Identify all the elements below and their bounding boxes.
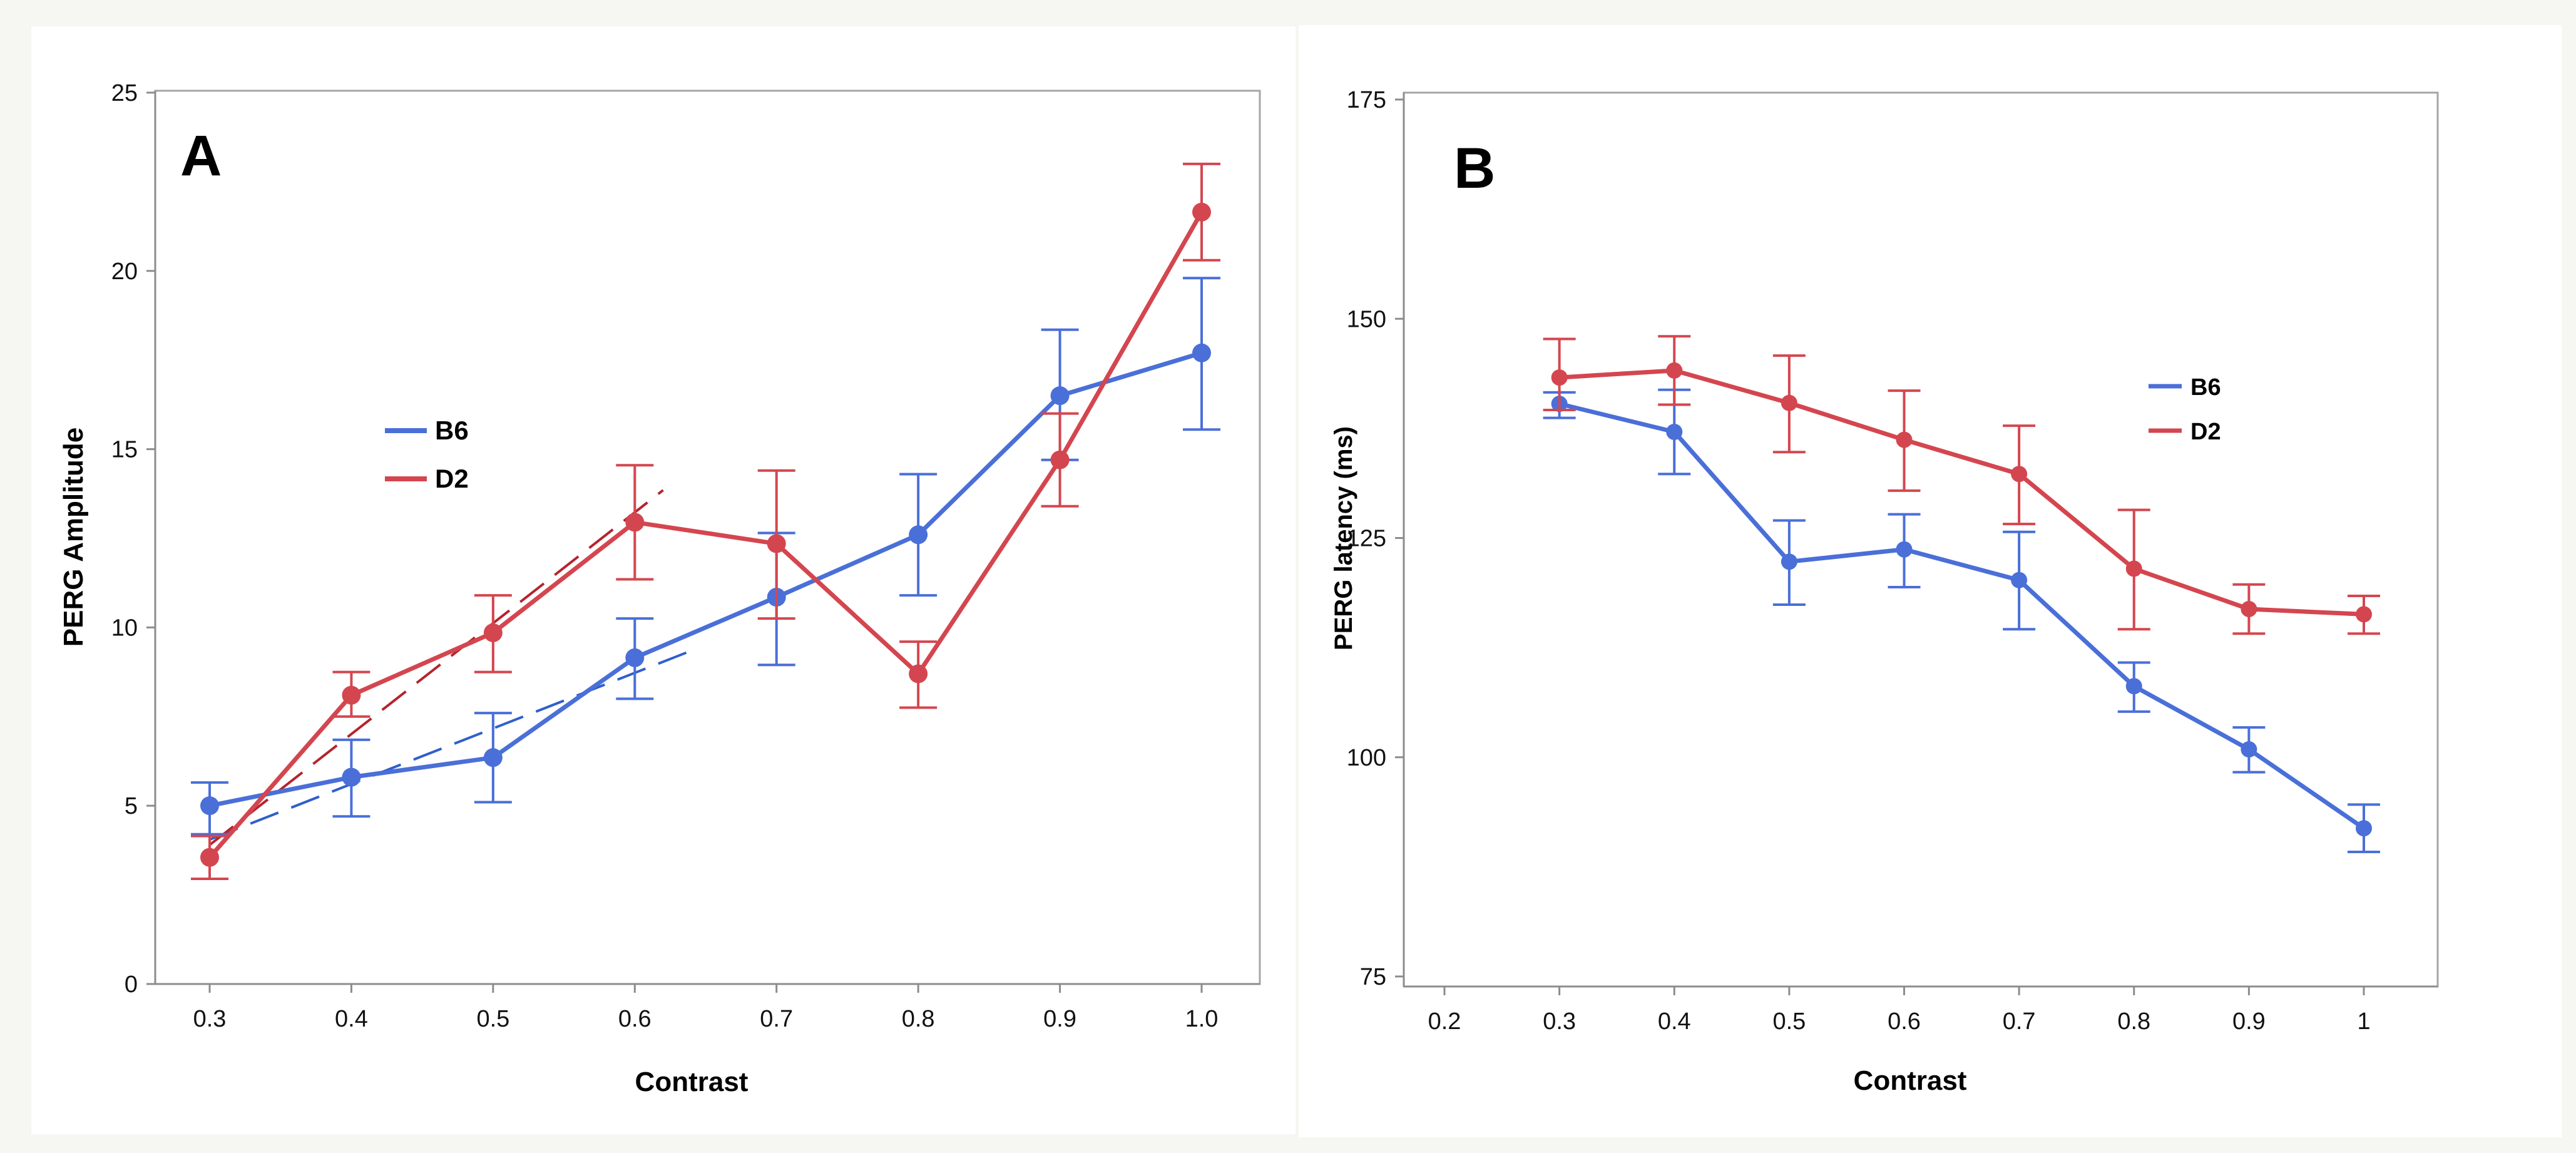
panel-b-point-d2 [1781, 394, 1797, 411]
panel-a-x-tick-label: 0.8 [902, 1006, 935, 1032]
panel-a-line-d2 [208, 211, 1204, 859]
panel-a-y-tick-label: 0 [125, 971, 138, 998]
panel-b-x-ticks: 0.2 0.3 0.4 0.5 0.6 0.7 0.8 0.9 1 [1428, 986, 2371, 1035]
panel-a-point-b6 [342, 767, 361, 787]
panel-a-legend-label-b6: B6 [435, 416, 469, 445]
panel-a-point-b6 [1050, 386, 1070, 406]
panel-b-x-tick-label: 0.8 [2117, 1008, 2150, 1035]
panel-b-y-tick-label: 75 [1360, 964, 1386, 990]
panel-a-y-tick-label: 15 [111, 437, 138, 463]
panel-b-point-d2 [2125, 560, 2142, 577]
panel-a-point-d2 [342, 685, 361, 705]
panel-b-point-b6 [1896, 541, 1913, 558]
panel-b-letter: B [1454, 136, 1495, 200]
panel-a-y-axis-title: PERG Amplitude [58, 428, 89, 647]
panel-a-y-ticks: 0 5 10 15 20 25 [111, 80, 155, 998]
panel-a: A 0 5 10 15 20 25 0.3 0.4 0.5 0.6 0.7 0.8 0.9 1.0 Co… [31, 26, 1296, 1134]
panel-b-y-tick-label: 100 [1347, 745, 1386, 771]
panel-a-x-axis-title: Contrast [635, 1067, 749, 1097]
panel-a-series-d2 [191, 162, 1220, 880]
panel-b-series-b6 [1543, 388, 2380, 854]
panel-a-x-tick-label: 0.5 [476, 1006, 509, 1032]
panel-a-point-d2 [1192, 202, 1211, 222]
panel-b-y-tick-label: 125 [1347, 526, 1386, 552]
panel-b-y-tick-label: 150 [1347, 306, 1386, 332]
panel-a-fit-line-d2 [208, 489, 664, 846]
panel-b-point-b6 [2011, 571, 2028, 588]
panel-b-legend: B6 D2 [2149, 374, 2221, 445]
panel-b-x-tick-label: 0.5 [1772, 1008, 1806, 1035]
panel-a-point-d2 [1050, 450, 1070, 469]
panel-a-point-d2 [483, 623, 503, 642]
panel-a-x-tick-label: 0.6 [618, 1006, 652, 1032]
panel-a-point-b6 [1192, 343, 1211, 362]
panel-a-background [31, 26, 1296, 1134]
panel-a-legend-label-d2: D2 [435, 464, 469, 493]
panel-b-x-tick-label: 0.4 [1658, 1008, 1691, 1035]
panel-a-x-ticks: 0.3 0.4 0.5 0.6 0.7 0.8 0.9 1.0 [193, 984, 1219, 1032]
panel-a-x-tick-label: 1.0 [1185, 1006, 1219, 1032]
panel-a-point-b6 [625, 648, 645, 667]
panel-b-y-axis-title: PERG latency (ms) [1330, 426, 1357, 650]
panel-b-point-d2 [1551, 369, 1568, 386]
panel-a-point-d2 [200, 848, 219, 867]
panel-b-line-b6 [1558, 401, 2365, 831]
panel-a-y-tick-label: 5 [125, 793, 138, 819]
panel-b-point-d2 [2011, 466, 2028, 483]
panel-a-line-b6 [209, 351, 1203, 808]
panel-b-x-tick-label: 1 [2357, 1008, 2370, 1035]
panel-b-x-tick-label: 0.3 [1543, 1008, 1576, 1035]
panel-a-series [191, 162, 1220, 880]
panel-b-point-b6 [1666, 423, 1683, 440]
panel-b-point-d2 [1896, 431, 1913, 448]
panel-a-y-tick-label: 25 [111, 80, 138, 106]
panel-b-line-d2 [1559, 368, 2364, 617]
panel-b-point-d2 [2241, 600, 2257, 617]
panel-b-legend-label-d2: D2 [2190, 419, 2221, 445]
panel-a-point-d2 [767, 534, 786, 553]
panel-b-background [1299, 25, 2562, 1137]
panel-b-point-b6 [2125, 678, 2142, 695]
panel-a-y-tick-label: 10 [111, 615, 138, 641]
panel-a-x-tick-label: 0.3 [193, 1006, 227, 1032]
panel-b-y-tick-label: 175 [1347, 87, 1386, 113]
panel-b-x-tick-label: 0.7 [2003, 1008, 2036, 1035]
panel-b-x-tick-label: 0.2 [1428, 1008, 1461, 1035]
panel-b-point-b6 [1781, 553, 1797, 570]
panel-a-x-tick-label: 0.7 [760, 1006, 793, 1032]
panel-b-point-b6 [2356, 820, 2372, 837]
panel-a-letter: A [180, 124, 222, 188]
panel-b-series [1543, 335, 2380, 854]
panel-a-point-b6 [200, 796, 219, 816]
panel-a-x-tick-label: 0.4 [335, 1006, 368, 1032]
panel-a-fit-lines [208, 489, 692, 846]
panel-a-point-b6 [483, 748, 503, 767]
panel-b-y-ticks: 75 100 125 150 175 [1347, 87, 1404, 990]
panel-a-point-b6 [909, 525, 928, 545]
panel-b-x-tick-label: 0.6 [1888, 1008, 1921, 1035]
panel-b-point-d2 [2356, 606, 2372, 623]
panel-b-legend-label-b6: B6 [2190, 374, 2221, 401]
panel-b-series-d2 [1543, 335, 2380, 635]
panel-b-point-d2 [1666, 362, 1683, 379]
panel-a-x-tick-label: 0.9 [1043, 1006, 1076, 1032]
panel-a-point-d2 [625, 513, 645, 532]
panel-b-x-axis-title: Contrast [1854, 1065, 1967, 1096]
panel-b-point-b6 [2241, 741, 2257, 758]
panel-a-y-tick-label: 20 [111, 259, 138, 285]
panel-a-point-d2 [909, 664, 928, 684]
panel-a-legend: B6 D2 [385, 416, 469, 493]
panel-b-x-tick-label: 0.9 [2232, 1008, 2266, 1035]
